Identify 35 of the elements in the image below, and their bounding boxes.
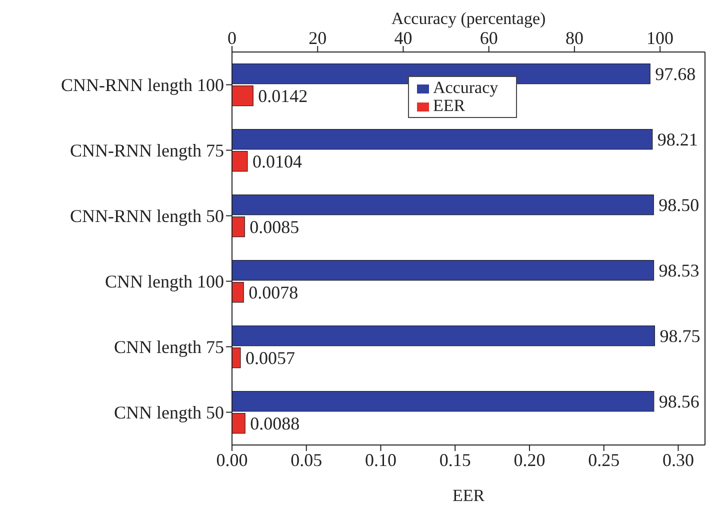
data-label: 98.56	[658, 392, 700, 412]
y-tick-label: CNN length 100	[105, 272, 224, 292]
data-label: 0.0085	[250, 217, 300, 238]
data-label: 0.0078	[248, 282, 298, 303]
x2-tick-label: 0	[228, 28, 236, 48]
data-label: 97.68	[655, 64, 696, 84]
x2-tick-label: 20	[308, 28, 327, 48]
y-tick-label: CNN-RNN length 75	[70, 140, 224, 161]
x-tick-label: 0.00	[216, 450, 248, 470]
y-tick-label: CNN length 50	[114, 402, 224, 423]
legend-label: EER	[433, 96, 466, 115]
y-tick-label: CNN-RNN length 50	[70, 206, 224, 226]
x-tick-label: 0.30	[662, 450, 694, 470]
x-axis-title: EER	[452, 486, 486, 505]
x-tick-label: 0.15	[439, 450, 471, 470]
data-label: 0.0104	[252, 152, 302, 172]
data-label: 0.0142	[258, 86, 308, 106]
y-tick-label: CNN length 75	[114, 337, 224, 358]
legend-label: Accuracy	[433, 78, 498, 97]
data-label: 98.53	[658, 260, 700, 281]
x2-axis-title: Accuracy (percentage)	[391, 9, 546, 28]
x-tick-label: 0.05	[290, 450, 322, 470]
x-tick-label: 0.10	[364, 450, 396, 470]
data-label: 98.21	[657, 130, 698, 150]
x2-tick-label: 40	[394, 28, 412, 48]
x2-tick-label: 100	[646, 28, 674, 48]
x2-tick-label: 80	[565, 28, 584, 48]
x2-tick-label: 60	[480, 28, 498, 48]
y-tick-label: CNN-RNN length 100	[61, 75, 224, 96]
x-tick-label: 0.25	[588, 450, 620, 470]
data-label: 0.0088	[250, 414, 300, 434]
x-tick-label: 0.20	[514, 450, 546, 470]
data-label: 0.0057	[245, 348, 295, 368]
data-label: 98.75	[660, 326, 700, 346]
data-label: 98.50	[658, 195, 700, 216]
